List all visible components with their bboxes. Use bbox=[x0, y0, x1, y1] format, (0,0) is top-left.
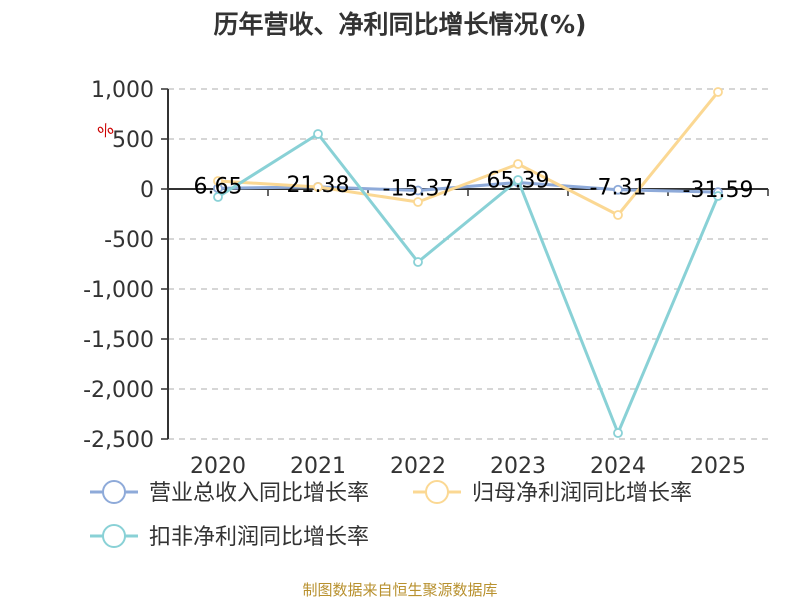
data-source-note: 制图数据来自恒生聚源数据库 bbox=[302, 581, 497, 599]
series-point bbox=[613, 428, 623, 438]
series-point bbox=[513, 175, 523, 185]
series-point bbox=[713, 87, 723, 97]
x-tick-label: 2020 bbox=[190, 454, 246, 479]
series-point bbox=[213, 192, 223, 202]
data-label: 21.38 bbox=[287, 173, 350, 198]
series-3 bbox=[213, 129, 723, 438]
legend-marker bbox=[102, 480, 126, 504]
series-point bbox=[413, 185, 423, 196]
series-point bbox=[313, 129, 323, 139]
legend-item: 归母净利润同比增长率 bbox=[413, 480, 692, 506]
legend-marker bbox=[425, 480, 449, 504]
series-point bbox=[713, 191, 723, 201]
y-tick-label: -1,500 bbox=[83, 328, 154, 353]
series-line bbox=[217, 91, 720, 217]
series-point bbox=[613, 184, 623, 195]
data-label: -31.59 bbox=[683, 178, 754, 203]
legend-item: 扣非净利润同比增长率 bbox=[90, 524, 369, 550]
grid-lines bbox=[168, 88, 768, 440]
series-point bbox=[213, 176, 223, 186]
legend-label: 扣非净利润同比增长率 bbox=[149, 525, 369, 550]
y-tick-label: -1,000 bbox=[83, 278, 154, 303]
x-tick-label: 2023 bbox=[490, 454, 546, 479]
series-2 bbox=[213, 87, 723, 220]
series-lines bbox=[213, 87, 723, 438]
y-tick-label: -2,500 bbox=[83, 428, 154, 453]
data-label: 65.39 bbox=[487, 168, 550, 193]
series-point bbox=[613, 210, 623, 220]
series-point bbox=[413, 257, 423, 267]
y-tick-label: 500 bbox=[112, 128, 154, 153]
data-label: 6.65 bbox=[194, 174, 243, 199]
y-tick-label: -2,000 bbox=[83, 378, 154, 403]
y-tick-label: 0 bbox=[140, 178, 154, 203]
data-label: -7.31 bbox=[590, 176, 647, 201]
legend-label: 归母净利润同比增长率 bbox=[472, 481, 692, 506]
y-tick-label: -500 bbox=[104, 228, 154, 253]
series-line bbox=[217, 132, 720, 435]
x-tick-label: 2024 bbox=[590, 454, 646, 479]
data-label: -15.37 bbox=[383, 177, 454, 202]
data-labels: 6.65 21.38 -15.37 65.39 -7.31 -31.59 bbox=[194, 168, 754, 203]
legend-item: 营业总收入同比增长率 bbox=[90, 480, 369, 506]
chart-title: 历年营收、净利同比增长情况(%) bbox=[214, 10, 587, 39]
x-tick-label: 2022 bbox=[390, 454, 446, 479]
y-tick-label: 1,000 bbox=[91, 78, 154, 103]
x-tick-label: 2021 bbox=[290, 454, 346, 479]
series-point bbox=[513, 159, 523, 169]
axes: 1,000 500 0 -500 -1,000 -1,500 -2,000 -2,500 202… bbox=[83, 78, 769, 479]
series-point bbox=[413, 197, 423, 207]
series-point bbox=[313, 182, 323, 192]
legend-marker bbox=[102, 524, 126, 548]
legend-label: 营业总收入同比增长率 bbox=[149, 481, 369, 506]
x-tick-label: 2025 bbox=[690, 454, 746, 479]
